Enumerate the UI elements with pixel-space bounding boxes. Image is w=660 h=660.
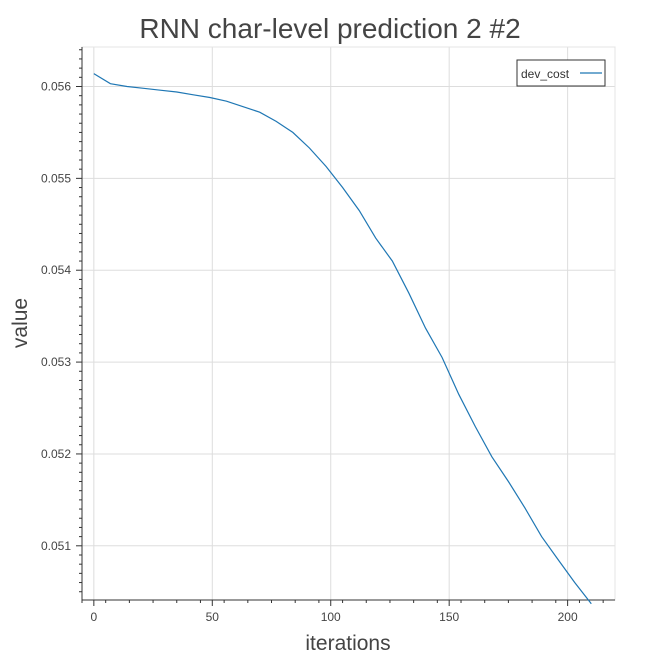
x-axis-label: iterations [305, 632, 390, 655]
y-tick-label: 0.055 [41, 171, 71, 185]
y-tick-label: 0.053 [41, 355, 71, 369]
y-axis-label: value [9, 298, 32, 348]
plot-frame [81, 46, 616, 601]
x-axis-ticks: 0 50 100 150 200 [81, 600, 604, 624]
legend-label-dev-cost: dev_cost [521, 67, 570, 81]
x-tick-label: 100 [321, 610, 341, 624]
axes [81, 47, 615, 601]
y-tick-label: 0.054 [41, 263, 71, 277]
x-tick-label: 150 [439, 610, 459, 624]
grid-lines [82, 47, 615, 600]
y-tick-label: 0.056 [41, 80, 71, 94]
legend: dev_cost [516, 59, 606, 87]
x-tick-label: 50 [206, 610, 220, 624]
chart-title: RNN char-level prediction 2 #2 [139, 13, 520, 44]
y-axis-ticks: 0.051 0.052 0.053 0.054 0.055 0.056 [41, 49, 82, 593]
x-tick-label: 200 [558, 610, 578, 624]
y-tick-label: 0.051 [41, 539, 71, 553]
x-tick-label: 0 [91, 610, 98, 624]
series-line-dev-cost [93, 73, 592, 605]
y-tick-label: 0.052 [41, 447, 71, 461]
